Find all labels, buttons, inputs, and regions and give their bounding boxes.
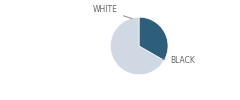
Wedge shape <box>139 17 168 60</box>
Wedge shape <box>110 17 164 75</box>
Text: BLACK: BLACK <box>163 56 195 66</box>
Text: WHITE: WHITE <box>93 6 132 19</box>
